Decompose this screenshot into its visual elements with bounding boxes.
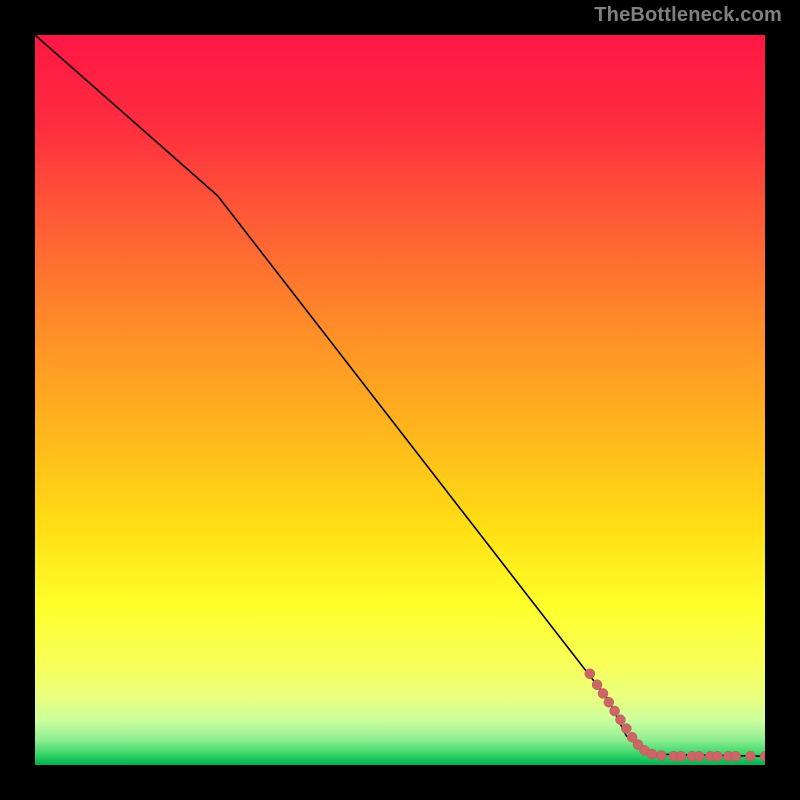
data-marker <box>656 751 666 761</box>
data-marker <box>760 751 765 761</box>
figure-container: TheBottleneck.com <box>0 0 800 800</box>
data-marker <box>598 688 608 698</box>
data-marker <box>604 697 614 707</box>
data-marker <box>585 669 595 679</box>
chart-svg <box>35 35 765 765</box>
data-marker <box>610 706 620 716</box>
data-marker <box>676 751 686 761</box>
data-marker <box>745 751 755 761</box>
plot-area <box>35 35 765 765</box>
data-marker <box>615 715 625 725</box>
data-marker <box>647 749 657 759</box>
data-marker <box>713 751 723 761</box>
data-marker <box>621 724 631 734</box>
watermark-label: TheBottleneck.com <box>594 4 782 27</box>
bottleneck-curve <box>35 35 765 756</box>
data-marker <box>592 680 602 690</box>
data-marker <box>731 751 741 761</box>
data-marker <box>694 751 704 761</box>
